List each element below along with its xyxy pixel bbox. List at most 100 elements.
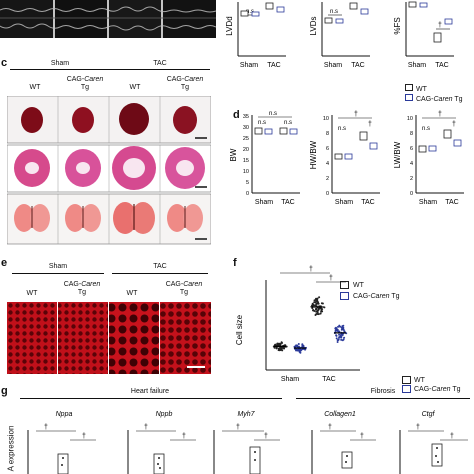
svg-text:0: 0 [326,191,329,197]
fs-ylabel: %FS [393,17,402,34]
cell-size-point [273,344,276,347]
myh7-title: Myh7 [237,411,255,418]
svg-text:5: 5 [246,180,249,186]
heart-wt-tac [119,103,149,135]
legend-top-tg-prefix: CAG- [416,96,434,103]
wga-tg-sham [58,302,108,374]
cell-size-point [335,334,338,337]
svg-text:30: 30 [243,125,249,131]
cell-size-point [314,299,317,301]
legend-g-wt-label: WT [414,376,425,384]
lvdd-xtick-sham: Sham [240,62,258,69]
hwbw-dagger-tac: † [368,121,372,128]
lwbw-dagger-top: † [438,111,442,118]
hwbw-yticks: 0 2 4 6 8 10 [323,116,329,197]
fs-box-wt-sham [408,1,417,8]
ctgf-chart: Ctgf † † [399,411,468,474]
cell-size-point [298,348,301,351]
cell-size-point [311,307,314,310]
hwbw-xtick-sham: Sham [335,199,353,206]
cell-size-point [342,324,345,327]
cell-size-point [293,345,296,348]
ctgf-dagger-2: † [450,433,454,440]
cell-size-point [337,339,340,341]
lwbw-ylabel: LW/BW [393,141,402,168]
panel-e-wt-label: WT [26,290,38,297]
cell-size-point [320,302,323,305]
cell-size-point [316,310,319,313]
svg-text:4: 4 [326,161,329,167]
nppb-chart: Nppb † † [127,411,196,474]
cell-size-point [276,343,279,346]
svg-text:8: 8 [410,131,413,137]
legend-f-tg-swatch [340,291,349,300]
panel-e-letter: e [1,257,8,269]
cell-size-point [321,308,324,311]
panel-g-heart-failure-header: Heart failure [130,388,170,395]
cell-size-chart: Cell size † † Sham TAC [235,266,360,383]
svg-text:20: 20 [243,147,249,153]
hwbw-ns-sham: n.s [338,126,346,132]
ctgf-dagger-1: † [416,424,420,431]
cell-size-point [273,346,276,349]
svg-text:2: 2 [326,176,329,182]
cell-size-point [316,300,319,303]
heart-tg-tac [173,106,197,134]
bw-ylabel: BW [230,148,238,161]
wga-tg-tac [160,302,211,374]
lwbw-yticks: 0 2 4 6 8 10 [407,116,413,197]
lvds-box-tg-tac [360,8,369,15]
nppb-title: Nppb [156,411,173,418]
myh7-dagger-1: † [236,424,240,431]
lvdd-box-tg-tac [276,6,285,13]
cell-size-xtick-sham: Sham [281,376,299,383]
echo-param-charts: LVDd n.s Sham TAC LVDs n.s Sham TAC %FS … [225,1,454,69]
panel-e-wga-staining [7,302,211,374]
legend-f-tg-suffix: Tg [389,292,400,300]
panel-c-tg-label-tac: CAG-Caren Tg [166,76,204,91]
legend-g-tg-suffix: Tg [450,385,461,393]
lwbw-ns-sham: n.s [422,126,430,132]
cell-size-point [296,344,298,347]
cell-size-point [340,338,343,341]
panel-c-letter: c [1,57,8,69]
cell-size-point [338,330,341,333]
hwbw-chart: HW/BW 0 2 4 6 8 10 † n.s † Sham TAC [309,111,380,206]
cell-size-point [314,308,317,311]
svg-text:6: 6 [410,146,413,152]
cell-size-point [281,342,283,344]
cell-size-point [316,313,319,315]
legend-top-tg-gene: Caren [433,96,453,103]
cell-size-point [301,345,304,347]
cell-size-point [275,346,278,349]
cell-size-point [318,296,321,299]
lwbw-xtick-tac: TAC [445,199,458,206]
nppb-dagger-2: † [182,433,186,440]
legend-f-wt-label: WT [353,281,364,289]
cell-size-point [304,348,307,351]
nppa-chart: Nppa † † [27,411,96,474]
collagen1-dagger-1: † [328,424,332,431]
lvdd-ylabel: LVDd [225,16,234,35]
panel-c-tg-label: CAG-Caren Tg [66,76,104,91]
legend-top-wt-swatch [405,84,413,91]
fs-chart: %FS † Sham TAC [393,1,454,69]
lvds-ylabel: LVDs [309,17,318,36]
svg-text:25: 25 [243,136,249,142]
legend-g-wt-swatch [402,376,411,384]
lvds-xtick-sham: Sham [324,62,342,69]
cell-size-point [336,341,339,343]
panel-e-tac-header: TAC [153,263,167,270]
legend-f-wt-swatch [340,281,349,289]
ctgf-title: Ctgf [422,411,436,418]
cell-size-point [278,347,281,350]
svg-text:35: 35 [243,114,249,120]
lwbw-xtick-sham: Sham [419,199,437,206]
panel-e-sham-header: Sham [48,263,68,270]
legend-f: WT CAG-Caren Tg [340,281,400,301]
panel-c-tac-header: TAC [153,60,167,67]
lvdd-xtick-tac: TAC [267,62,280,69]
cell-size-dagger-top: † [309,266,313,273]
cell-size-point [341,339,344,342]
collagen1-title: Collagen1 [324,411,356,418]
